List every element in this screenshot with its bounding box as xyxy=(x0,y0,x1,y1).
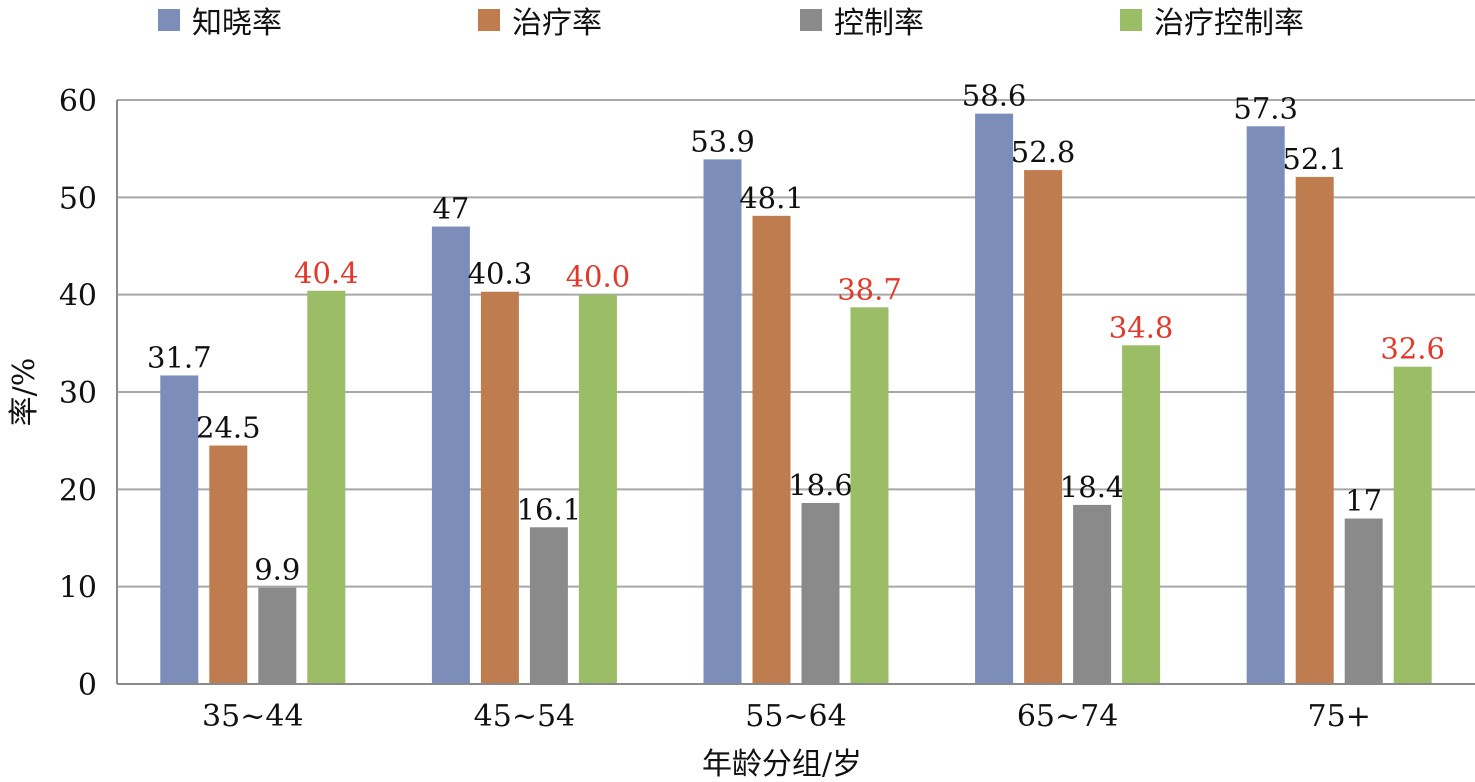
bar[interactable] xyxy=(703,159,742,684)
data-label: 52.1 xyxy=(1282,142,1347,176)
bar[interactable] xyxy=(258,587,297,684)
data-label: 31.7 xyxy=(147,340,212,374)
bar[interactable] xyxy=(1122,345,1161,684)
y-tick-label: 30 xyxy=(59,376,97,411)
bar[interactable] xyxy=(529,527,568,684)
data-label: 18.4 xyxy=(1060,470,1125,504)
legend-label: 控制率 xyxy=(834,6,924,41)
x-tick-label: 35~44 xyxy=(202,699,303,734)
legend-label: 治疗控制率 xyxy=(1154,6,1304,41)
y-tick-label: 10 xyxy=(59,571,97,606)
legend-item: 知晓率 xyxy=(158,2,282,41)
data-label: 9.9 xyxy=(254,553,300,587)
bar[interactable] xyxy=(801,502,840,684)
bar[interactable] xyxy=(1073,504,1112,684)
y-tick-label: 0 xyxy=(78,668,97,703)
data-label: 48.1 xyxy=(739,181,804,215)
data-label: 47 xyxy=(432,192,469,226)
legend-item: 治疗控制率 xyxy=(1120,2,1304,41)
x-tick-label: 55~64 xyxy=(745,699,846,734)
bar[interactable] xyxy=(578,294,617,684)
data-label: 17 xyxy=(1345,484,1382,518)
legend-swatch xyxy=(478,9,500,31)
bar[interactable] xyxy=(480,291,519,684)
data-label: 40.0 xyxy=(566,260,631,294)
data-label: 52.8 xyxy=(1011,135,1076,169)
y-tick-label: 50 xyxy=(59,181,97,216)
legend-item: 治疗率 xyxy=(478,2,602,41)
legend-swatch xyxy=(158,9,180,31)
bar[interactable] xyxy=(752,215,791,684)
data-label: 53.9 xyxy=(690,124,755,158)
legend-swatch xyxy=(1120,9,1142,31)
data-label: 40.4 xyxy=(294,256,359,290)
y-axis-title: 率/% xyxy=(7,358,42,427)
data-label: 57.3 xyxy=(1233,91,1298,125)
bar[interactable] xyxy=(1344,518,1383,684)
y-tick-label: 60 xyxy=(59,84,97,119)
data-label: 38.7 xyxy=(837,272,902,306)
data-label: 34.8 xyxy=(1109,310,1174,344)
x-tick-label: 45~54 xyxy=(474,699,575,734)
bar[interactable] xyxy=(1393,366,1432,684)
data-label: 18.6 xyxy=(788,468,853,502)
bar[interactable] xyxy=(307,290,346,684)
x-axis-title: 年龄分组/岁 xyxy=(702,747,862,782)
data-label: 24.5 xyxy=(196,411,261,445)
legend-item: 控制率 xyxy=(800,2,924,41)
x-tick-label: 65~74 xyxy=(1017,699,1118,734)
legend-label: 治疗率 xyxy=(512,6,602,41)
bar[interactable] xyxy=(1295,176,1334,685)
bar[interactable] xyxy=(975,113,1014,685)
bar[interactable] xyxy=(1024,170,1063,684)
x-tick-label: 75+ xyxy=(1308,699,1371,734)
bar[interactable] xyxy=(850,307,889,684)
bar[interactable] xyxy=(431,226,470,685)
y-tick-label: 40 xyxy=(59,279,97,314)
bar[interactable] xyxy=(1246,126,1285,684)
data-label: 58.6 xyxy=(962,79,1027,113)
data-label: 40.3 xyxy=(468,257,533,291)
legend-label: 知晓率 xyxy=(192,6,282,41)
y-tick-label: 20 xyxy=(59,473,97,508)
legend: 知晓率 治疗率 控制率 治疗控制率 xyxy=(0,0,1475,41)
bar[interactable] xyxy=(209,445,248,684)
bar[interactable] xyxy=(160,375,199,684)
data-label: 16.1 xyxy=(517,492,582,526)
data-label: 32.6 xyxy=(1380,332,1445,366)
legend-swatch xyxy=(800,9,822,31)
